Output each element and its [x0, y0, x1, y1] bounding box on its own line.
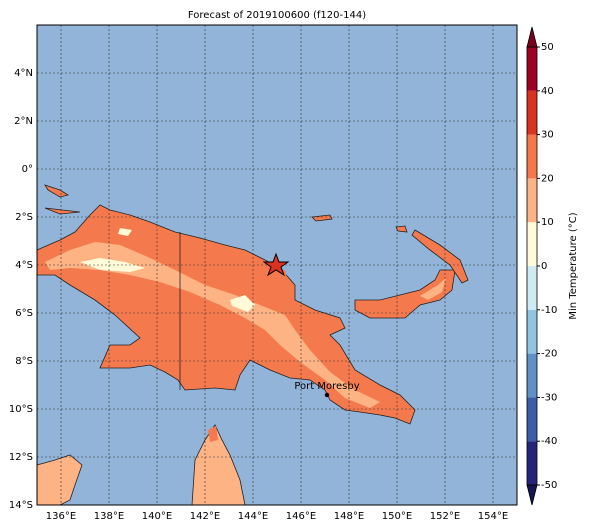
colorbar-tick-label: -10 [541, 305, 557, 316]
colorbar-label: Min Temperature (°C) [568, 212, 579, 319]
y-tick-label: 2°N [14, 116, 33, 127]
x-tick-label: 142°E [190, 511, 220, 522]
x-tick-label: 146°E [286, 511, 316, 522]
colorbar-cell [527, 353, 537, 398]
colorbar-tick-label: 50 [541, 42, 554, 53]
y-tick-label: 4°S [15, 260, 33, 271]
colorbar-extend [526, 26, 538, 48]
colorbar-tick-label: -50 [541, 480, 557, 491]
colorbar-cell [527, 222, 537, 266]
title: Forecast of 2019100600 (f120-144) [188, 10, 366, 21]
map-frame [36, 24, 518, 506]
y-tick-label: 0° [22, 164, 33, 175]
colorbar-tick-label: 0 [541, 261, 547, 272]
x-tick-label: 140°E [142, 511, 172, 522]
y-tick-label: 10°S [9, 404, 33, 415]
y-tick-label: 8°S [15, 356, 33, 367]
x-tick-label: 150°E [382, 511, 412, 522]
x-tick-label: 152°E [430, 511, 460, 522]
colorbar-cell [527, 441, 537, 485]
x-tick-label: 154°E [478, 511, 508, 522]
city-marker [324, 392, 330, 398]
x-tick-label: 144°E [238, 511, 268, 522]
colorbar-tick-label: 40 [541, 86, 554, 97]
colorbar-cell [527, 90, 537, 135]
y-tick-label: 12°S [9, 452, 33, 463]
colorbar-cell [527, 47, 537, 91]
colorbar-cell [527, 309, 537, 354]
colorbar-cell [527, 266, 537, 310]
colorbar-cell [527, 178, 537, 223]
x-tick-label: 138°E [94, 511, 124, 522]
y-tick-label: 4°N [14, 68, 33, 79]
y-tick-label: 2°S [15, 212, 33, 223]
y-tick-label: 14°S [9, 500, 33, 511]
y-tick-label: 6°S [15, 308, 33, 319]
colorbar-tick-label: -20 [541, 349, 557, 360]
colorbar-tick-label: -30 [541, 392, 557, 403]
land [36, 184, 469, 506]
x-tick-label: 136°E [46, 511, 76, 522]
city-label: Port Moresby [294, 381, 359, 392]
star-marker [262, 252, 290, 277]
x-tick-label: 148°E [334, 511, 364, 522]
colorbar-cell [527, 397, 537, 442]
colorbar-tick-label: -40 [541, 436, 557, 447]
colorbar-cell [527, 134, 537, 179]
colorbar-tick-label: 30 [541, 130, 554, 141]
colorbar-tick-label: 10 [541, 217, 554, 228]
colorbar-extend [526, 484, 538, 506]
colorbar-tick-label: 20 [541, 173, 554, 184]
